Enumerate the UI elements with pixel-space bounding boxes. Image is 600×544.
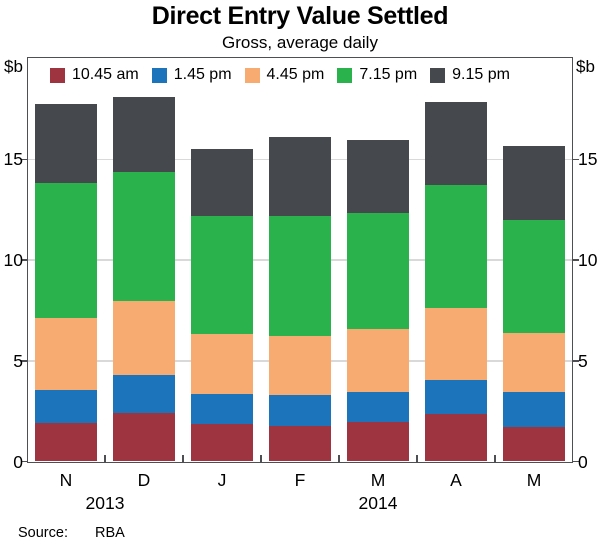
x-axis-minor-tick	[260, 455, 262, 462]
axis-tick	[21, 360, 27, 362]
axis-tick	[573, 460, 579, 463]
y-tick-label: 10	[578, 250, 598, 270]
bar-segment	[347, 140, 409, 213]
legend-label: 4.45 pm	[266, 66, 325, 83]
y-tick-label: 15	[578, 149, 598, 170]
x-axis-minor-tick	[104, 455, 106, 462]
y-tick-label: 5	[578, 350, 588, 371]
x-tick-label: M	[370, 470, 386, 490]
x-axis-minor-tick	[338, 455, 340, 462]
bar-segment	[113, 96, 175, 173]
bar-segment	[347, 422, 409, 462]
legend-item: 9.15 pm	[430, 66, 510, 84]
bar-segment	[113, 413, 175, 462]
legend-label: 1.45 pm	[173, 66, 232, 83]
x-tick-label: D	[137, 470, 151, 490]
x-axis-minor-tick	[416, 455, 418, 462]
y-axis-unit-left: $b	[4, 57, 23, 76]
x-tick-label: J	[217, 470, 227, 490]
bar-segment	[425, 185, 487, 309]
axis-tick	[21, 460, 27, 463]
legend-swatch	[337, 67, 353, 83]
bar-segment	[347, 212, 409, 329]
bar-segment	[191, 333, 253, 394]
y-tick-label: 0	[13, 451, 23, 472]
bar-segment	[191, 215, 253, 334]
legend-item: 7.15 pm	[337, 66, 417, 84]
bar-segment	[113, 374, 175, 414]
bar-segment	[425, 308, 487, 380]
axis-tick	[21, 259, 27, 261]
legend-swatch	[50, 67, 65, 83]
legend-swatch	[244, 67, 260, 83]
bar-segment	[35, 183, 97, 319]
legend-swatch	[151, 67, 167, 83]
bar-segment	[35, 389, 97, 424]
bar-segment	[347, 328, 409, 392]
x-tick-label: N	[59, 470, 73, 490]
source-label: Source:	[18, 525, 68, 541]
bar-segment	[269, 335, 331, 395]
bar-segment	[191, 424, 253, 462]
legend-item: 10.45 am	[50, 66, 139, 84]
bar-segment	[425, 379, 487, 415]
year-label: 2014	[358, 493, 398, 513]
legend-item: 4.45 pm	[244, 66, 325, 84]
x-axis-minor-tick	[494, 455, 496, 462]
source-value: RBA	[94, 525, 125, 541]
bar-segment	[503, 427, 565, 462]
bar-segment	[503, 219, 565, 333]
y-axis-unit-right: $b	[576, 57, 595, 76]
axis-tick	[573, 360, 579, 362]
bar-segment	[35, 103, 97, 184]
bar-segment	[269, 137, 331, 216]
x-axis-minor-tick	[182, 455, 184, 462]
bar-segment	[113, 301, 175, 375]
axis-tick	[21, 158, 27, 160]
axis-tick	[573, 259, 579, 261]
bar-segment	[503, 391, 565, 428]
legend-label: 9.15 pm	[452, 66, 510, 83]
y-tick-label: 15	[3, 149, 23, 170]
bar-segment	[269, 215, 331, 336]
legend-label: 7.15 pm	[359, 66, 418, 83]
bar-segment	[269, 395, 331, 427]
y-tick-label: 5	[13, 350, 23, 371]
legend-swatch	[430, 67, 446, 83]
bar-segment	[269, 426, 331, 462]
bar-segment	[113, 172, 175, 302]
y-tick-label: 0	[578, 451, 588, 472]
axis-tick	[573, 158, 579, 160]
source-note: Source: RBA	[18, 525, 125, 541]
y-tick-label: 10	[3, 250, 23, 270]
bar-segment	[191, 393, 253, 425]
chart-title: Direct Entry Value Settled	[151, 2, 449, 30]
x-tick-label: M	[526, 470, 542, 490]
legend-label: 10.45 am	[72, 66, 139, 83]
bar-segment	[35, 423, 97, 462]
chart-subtitle: Gross, average daily	[222, 33, 378, 52]
bar-segment	[35, 318, 97, 390]
x-tick-label: F	[294, 470, 306, 490]
legend-item: 1.45 pm	[151, 66, 232, 84]
bar-segment	[503, 146, 565, 220]
year-label: 2013	[85, 493, 125, 513]
bar-segment	[191, 149, 253, 216]
x-tick-label: A	[450, 470, 462, 490]
bar-segment	[425, 101, 487, 186]
bar-segment	[503, 332, 565, 392]
bar-segment	[347, 391, 409, 423]
legend: 10.45 am 1.45 pm 4.45 pm 7.15 pm 9.15 pm	[50, 66, 510, 84]
bar-segment	[425, 414, 487, 462]
